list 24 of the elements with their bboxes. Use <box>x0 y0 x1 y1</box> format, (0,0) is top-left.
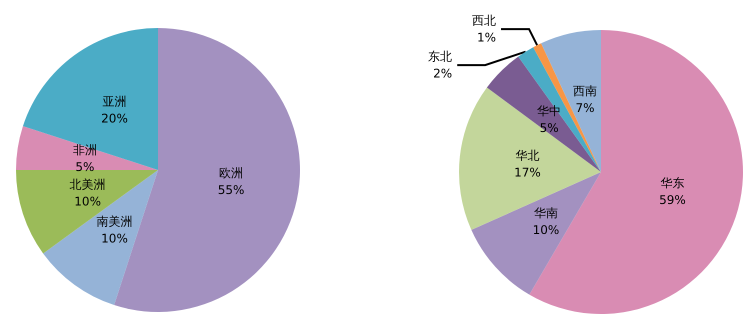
data-label: 10% <box>101 231 128 246</box>
slice-label: 华北 <box>515 148 540 162</box>
slice-label: 西南 <box>573 84 598 98</box>
data-label: 17% <box>514 165 541 180</box>
slice-label: 欧洲 <box>219 166 244 180</box>
slice-label: 华中 <box>537 104 562 118</box>
slice-label: 东北 <box>428 50 452 64</box>
slice-label: 非洲 <box>72 142 97 157</box>
slice-label: 北美洲 <box>70 177 106 192</box>
data-label: 10% <box>74 194 101 208</box>
slice-label: 西北 <box>472 14 496 28</box>
slice-label: 南美洲 <box>96 214 133 228</box>
data-label: 59% <box>659 192 686 207</box>
data-label: 1% <box>476 30 496 45</box>
slice-label: 华东 <box>660 176 684 190</box>
data-label: 10% <box>532 222 560 237</box>
slice-label: 亚洲 <box>102 94 127 109</box>
data-label: 2% <box>433 66 452 81</box>
data-label: 5% <box>75 160 94 174</box>
data-label: 5% <box>540 120 559 135</box>
slice-label: 华南 <box>534 206 558 220</box>
data-label: 20% <box>101 112 128 126</box>
data-label: 55% <box>218 183 244 198</box>
data-label: 7% <box>575 101 595 116</box>
